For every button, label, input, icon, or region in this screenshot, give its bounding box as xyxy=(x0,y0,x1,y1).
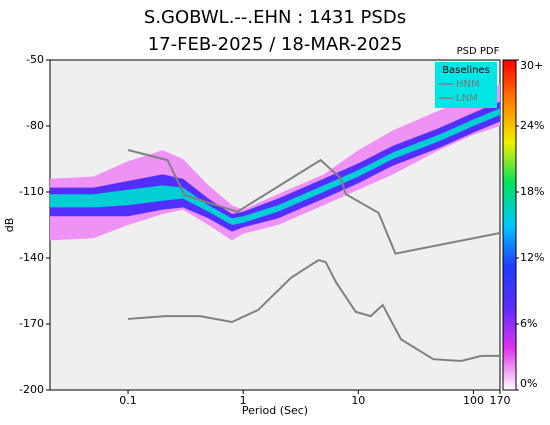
legend-label: HNM xyxy=(456,79,480,90)
baseline-line xyxy=(127,149,500,255)
colorbar-tick-label: 12% xyxy=(520,251,544,264)
colorbar-tick-label: 18% xyxy=(520,185,544,198)
x-tick-label: 0.1 xyxy=(119,394,137,407)
chart-title: S.GOBWL.--.EHN : 1431 PSDs xyxy=(144,7,406,28)
pdf-band xyxy=(50,108,500,225)
legend-box xyxy=(435,62,497,108)
colorbar-tick-label: 6% xyxy=(520,317,537,330)
chart-subtitle: 17-FEB-2025 / 18-MAR-2025 xyxy=(148,34,403,55)
legend-label: LNM xyxy=(456,93,478,104)
colorbar-title: PSD PDF xyxy=(457,46,500,57)
colorbar-tick-label: 24% xyxy=(520,119,544,132)
baseline-line xyxy=(127,259,500,362)
colorbar-tick-label: 30+ xyxy=(520,59,543,72)
x-tick-label: 100 xyxy=(463,394,484,407)
legend-title: Baselines xyxy=(442,65,490,76)
y-axis-label: dB xyxy=(3,218,16,233)
y-tick-label: -140 xyxy=(19,251,44,264)
x-tick-label: 170 xyxy=(490,394,511,407)
y-tick-label: -200 xyxy=(19,383,44,396)
x-tick-label: 10 xyxy=(351,394,365,407)
x-tick-label: 1 xyxy=(240,394,247,407)
x-axis-label: Period (Sec) xyxy=(242,404,308,417)
y-tick-label: -50 xyxy=(26,53,44,66)
colorbar xyxy=(502,59,517,391)
plot-content xyxy=(50,84,500,362)
y-tick-label: -80 xyxy=(26,119,44,132)
colorbar-tick-label: 0% xyxy=(520,377,537,390)
y-tick-label: -110 xyxy=(19,185,44,198)
y-tick-label: -170 xyxy=(19,317,44,330)
